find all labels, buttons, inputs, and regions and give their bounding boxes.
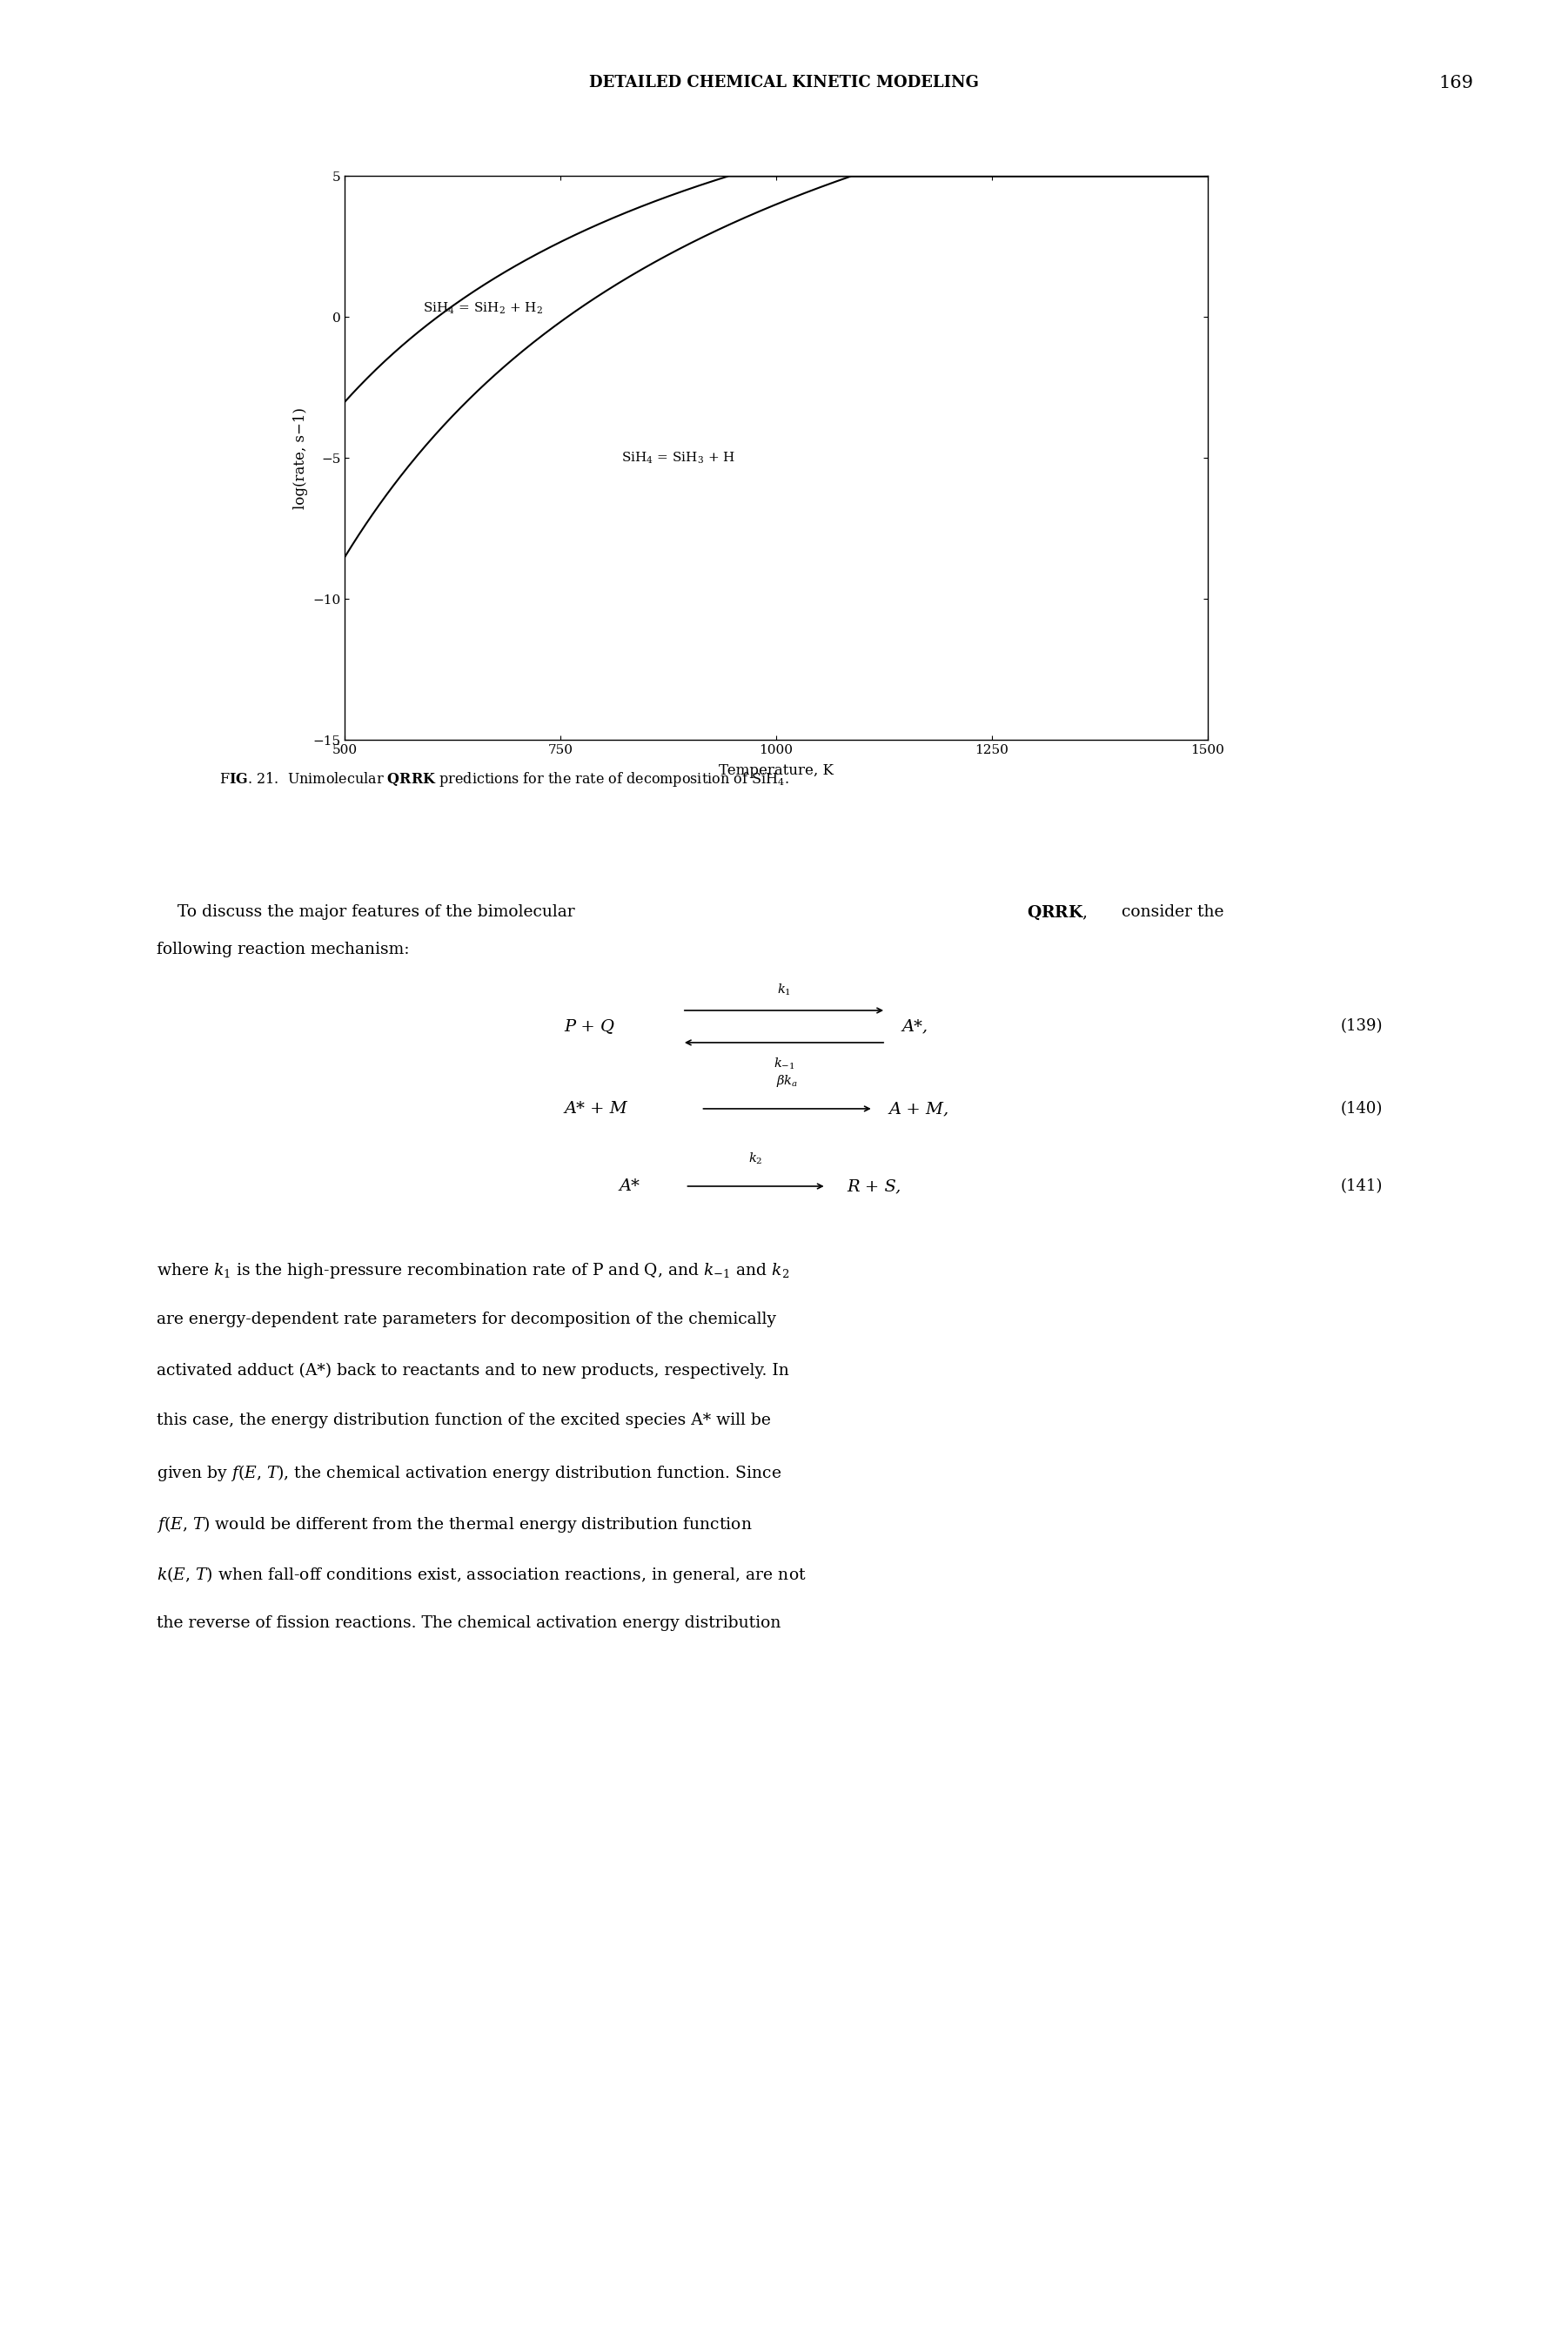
Text: To discuss the major features of the bimolecular: To discuss the major features of the bim… — [157, 904, 580, 921]
Text: F$\bf{IG}$. 21.  Unimolecular $\bf{QRRK}$ predictions for the rate of decomposit: F$\bf{IG}$. 21. Unimolecular $\bf{QRRK}$… — [220, 770, 789, 789]
Text: $f$($E$, $T$) would be different from the thermal energy distribution function: $f$($E$, $T$) would be different from th… — [157, 1513, 753, 1534]
Text: this case, the energy distribution function of the excited species A* will be: this case, the energy distribution funct… — [157, 1412, 771, 1428]
Text: are energy-dependent rate parameters for decomposition of the chemically: are energy-dependent rate parameters for… — [157, 1311, 776, 1327]
Text: (141): (141) — [1341, 1179, 1383, 1193]
Text: (140): (140) — [1341, 1102, 1383, 1116]
X-axis label: Temperature, K: Temperature, K — [718, 763, 834, 778]
Text: DETAILED CHEMICAL KINETIC MODELING: DETAILED CHEMICAL KINETIC MODELING — [590, 75, 978, 92]
Text: consider the: consider the — [1116, 904, 1225, 921]
Text: SiH$_4$ = SiH$_2$ + H$_2$: SiH$_4$ = SiH$_2$ + H$_2$ — [423, 301, 543, 317]
Text: where $k_1$ is the high-pressure recombination rate of P and Q, and $k_{-1}$ and: where $k_1$ is the high-pressure recombi… — [157, 1261, 790, 1280]
Text: A + M,: A + M, — [889, 1102, 949, 1116]
Text: A*: A* — [619, 1179, 640, 1193]
Text: activated adduct (A*) back to reactants and to new products, respectively. In: activated adduct (A*) back to reactants … — [157, 1362, 789, 1379]
Text: A*,: A*, — [902, 1019, 928, 1034]
Text: $\beta k_a$: $\beta k_a$ — [776, 1073, 798, 1090]
Text: R + S,: R + S, — [847, 1179, 902, 1193]
Text: A* + M: A* + M — [564, 1102, 627, 1116]
Text: $k$($E$, $T$) when fall-off conditions exist, association reactions, in general,: $k$($E$, $T$) when fall-off conditions e… — [157, 1564, 806, 1586]
Y-axis label: log(rate, s−1): log(rate, s−1) — [293, 406, 307, 510]
Text: (139): (139) — [1341, 1019, 1383, 1034]
Text: $k_{-1}$: $k_{-1}$ — [773, 1057, 795, 1071]
Text: following reaction mechanism:: following reaction mechanism: — [157, 942, 409, 958]
Text: $k_2$: $k_2$ — [748, 1151, 764, 1165]
Text: $k_1$: $k_1$ — [778, 982, 790, 996]
Text: 169: 169 — [1439, 75, 1474, 92]
Text: the reverse of fission reactions. The chemical activation energy distribution: the reverse of fission reactions. The ch… — [157, 1616, 781, 1630]
Text: given by $f$($E$, $T$), the chemical activation energy distribution function. Si: given by $f$($E$, $T$), the chemical act… — [157, 1463, 782, 1485]
Text: $\bf{QRRK}$,: $\bf{QRRK}$, — [1027, 904, 1088, 923]
Text: P + Q: P + Q — [564, 1019, 615, 1034]
Text: SiH$_4$ = SiH$_3$ + H: SiH$_4$ = SiH$_3$ + H — [621, 451, 735, 465]
